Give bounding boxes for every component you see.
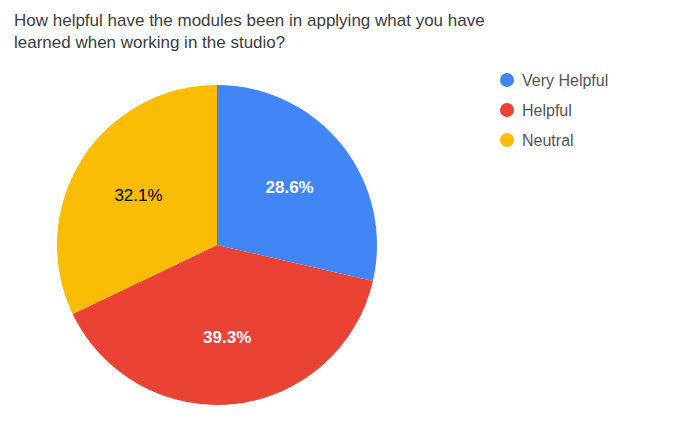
chart: How helpful have the modules been in app… — [0, 0, 699, 426]
legend-label: Neutral — [522, 132, 574, 149]
legend-item: Neutral — [500, 132, 574, 149]
legend: Very Helpful Helpful Neutral — [500, 72, 608, 149]
data-labels: 28.6% 39.3% 32.1% — [114, 178, 313, 347]
data-label: 39.3% — [203, 328, 251, 347]
legend-label: Helpful — [522, 102, 572, 119]
legend-swatch — [500, 103, 514, 117]
slice — [57, 85, 217, 314]
legend-swatch — [500, 73, 514, 87]
data-label: 28.6% — [266, 178, 314, 197]
data-label: 32.1% — [114, 186, 162, 205]
pie — [57, 85, 377, 405]
title: How helpful have the modules been in app… — [14, 11, 485, 52]
legend-item: Helpful — [500, 102, 572, 119]
legend-swatch — [500, 133, 514, 147]
legend-item: Very Helpful — [500, 72, 608, 89]
legend-label: Very Helpful — [522, 72, 608, 89]
